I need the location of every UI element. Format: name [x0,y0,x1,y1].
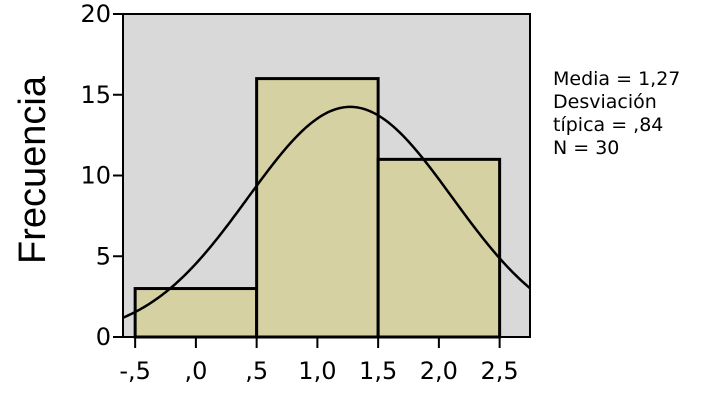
y-tick-label-0: 0 [96,323,111,351]
histogram-bar-1 [133,287,259,339]
x-tick-label-1: ,0 [184,357,207,385]
stats-line-3: típica = ,84 [553,114,663,136]
x-tick-label-3: 1,0 [298,357,336,385]
x-ticks-group: -,5 ,0 ,5 1,0 1,5 2,0 2,5 [119,337,519,385]
stats-line-4: N = 30 [553,137,619,159]
stats-line-1: Media = 1,27 [553,68,680,90]
histogram-bar-2 [255,77,380,339]
x-tick-label-6: 2,5 [481,357,519,385]
stats-line-2: Desviación [553,91,657,113]
y-tick-label-2: 10 [80,162,111,190]
x-tick-label-4: 1,5 [359,357,397,385]
normal-curve [122,105,531,319]
x-tick-label-2: ,5 [245,357,268,385]
y-tick-label-3: 15 [80,81,111,109]
histogram-bar-3 [376,157,502,339]
y-axis-label: Frecuencia [12,75,54,264]
x-tick-label-0: -,5 [119,357,151,385]
y-ticks-group: 0 5 10 15 20 [80,0,123,351]
y-tick-label-4: 20 [80,0,111,28]
x-tick-label-5: 2,0 [420,357,458,385]
bars-group [133,77,502,339]
y-tick-label-1: 5 [96,242,111,270]
